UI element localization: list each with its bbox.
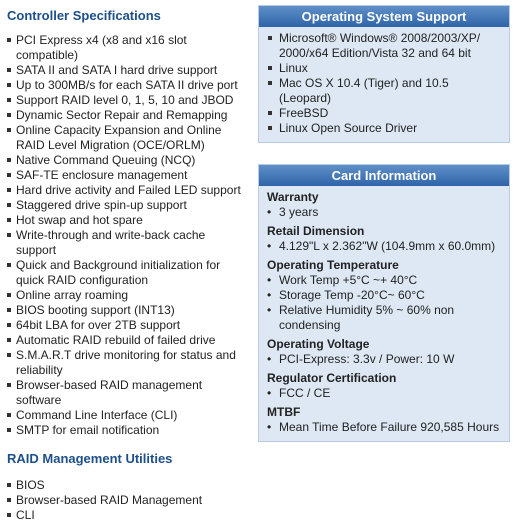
list-item: 3 years [267,205,501,220]
list-item: Native Command Queuing (NCQ) [7,153,247,168]
list-item: Relative Humidity 5% ~ 60% non condensin… [267,303,501,333]
list-item: Microsoft® Windows® 2008/2003/XP/ 2000/x… [267,31,501,61]
list-item: Hot swap and hot spare [7,213,247,228]
list-item: Up to 300MB/s for each SATA II drive por… [7,78,247,93]
list-item: BIOS [7,478,247,493]
group-list: PCI-Express: 3.3v / Power: 10 W [267,352,501,367]
list-item: Quick and Background initialization for … [7,258,247,288]
group-heading: Operating Temperature [267,258,399,272]
list-item: PCI Express x4 (x8 and x16 slot compatib… [7,33,247,63]
card-info: Warranty3 years Retail Dimension4.129"L x… [259,186,509,441]
list-item: SAF-TE enclosure management [7,168,247,183]
box-title: Operating System Support [259,6,509,27]
list-item: Mac OS X 10.4 (Tiger) and 10.5 (Leopard) [267,76,501,106]
list-item: Support RAID level 0, 1, 5, 10 and JBOD [7,93,247,108]
group-list: Mean Time Before Failure 920,585 Hours [267,420,501,435]
list-item: 64bit LBA for over 2TB support [7,318,247,333]
list-item: SMTP for email notification [7,423,247,438]
list-item: Automatic RAID rebuild of failed drive [7,333,247,348]
list-item: S.M.A.R.T drive monitoring for status an… [7,348,247,378]
list-item: Linux Open Source Driver [267,121,501,136]
list-item: PCI-Express: 3.3v / Power: 10 W [267,352,501,367]
group-heading: Warranty [267,190,319,204]
list-item: Linux [267,61,501,76]
box-title: Card Information [259,165,509,186]
os-box: Operating System Support Microsoft® Wind… [258,5,510,143]
list-item: Staggered drive spin-up support [7,198,247,213]
list-item: CLI [7,508,247,523]
list-item: Online array roaming [7,288,247,303]
list-item: FCC / CE [267,386,501,401]
section-title: RAID Management Utilities [7,451,173,466]
os-list: Microsoft® Windows® 2008/2003/XP/ 2000/x… [267,31,501,136]
list-item: Hard drive activity and Failed LED suppo… [7,183,247,198]
list-item: Dynamic Sector Repair and Remapping [7,108,247,123]
group-list: FCC / CE [267,386,501,401]
group-heading: Regulator Certification [267,371,397,385]
spec-list: PCI Express x4 (x8 and x16 slot compatib… [7,33,247,438]
group-list: 3 years [267,205,501,220]
list-item: Storage Temp -20°C~ 60°C [267,288,501,303]
section-title: Controller Specifications [7,8,161,23]
list-item: Write-through and write-back cache suppo… [7,228,247,258]
list-item: Mean Time Before Failure 920,585 Hours [267,420,501,435]
list-item: BIOS booting support (INT13) [7,303,247,318]
list-item: Command Line Interface (CLI) [7,408,247,423]
group-heading: MTBF [267,405,301,419]
card-box: Card Information Warranty3 years Retail D… [258,164,510,442]
list-item: Online Capacity Expansion and Online RAI… [7,123,247,153]
list-item: Work Temp +5°C ~+ 40°C [267,273,501,288]
group-list: Work Temp +5°C ~+ 40°CStorage Temp -20°C… [267,273,501,333]
group-heading: Retail Dimension [267,224,365,238]
list-item: SATA II and SATA I hard drive support [7,63,247,78]
list-item: FreeBSD [267,106,501,121]
utility-list: BIOS Browser-based RAID Management CLI [7,478,247,523]
list-item: Browser-based RAID Management [7,493,247,508]
list-item: Browser-based RAID management software [7,378,247,408]
group-list: 4.129"L x 2.362"W (104.9mm x 60.0mm) [267,239,501,254]
list-item: 4.129"L x 2.362"W (104.9mm x 60.0mm) [267,239,501,254]
group-heading: Operating Voltage [267,337,370,351]
